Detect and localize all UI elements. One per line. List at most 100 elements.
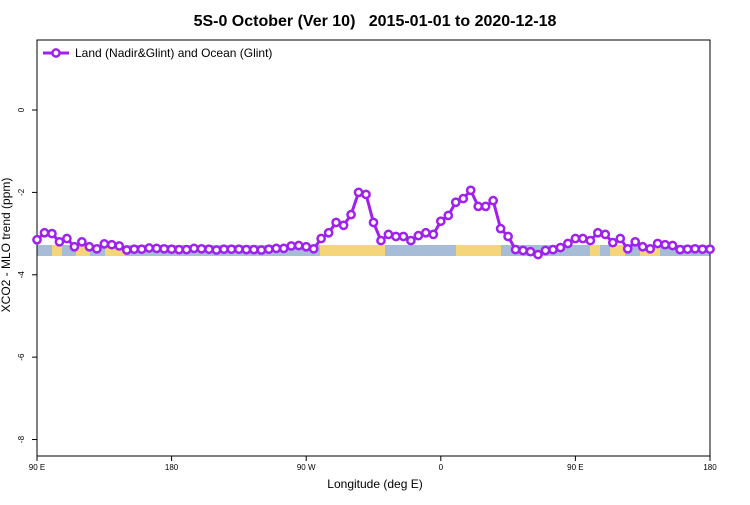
data-point (77, 236, 87, 247)
data-point (99, 239, 110, 249)
data-point (652, 238, 663, 249)
data-point (331, 217, 341, 228)
data-point (667, 240, 678, 251)
x-tick-label: 180 (165, 463, 179, 472)
data-point (204, 244, 214, 255)
data-point (234, 244, 244, 255)
y-tick-label: 0 (17, 107, 26, 112)
data-point (697, 244, 708, 255)
land-band (456, 245, 501, 256)
data-point (585, 235, 596, 246)
data-point (91, 243, 102, 254)
y-tick-label: -2 (17, 188, 26, 196)
data-point (622, 243, 633, 254)
x-axis-label: Longitude (deg E) (327, 477, 422, 491)
data-point (503, 231, 513, 242)
data-point (211, 245, 222, 255)
data-point (413, 230, 424, 241)
data-point (548, 244, 558, 255)
x-tick-label: 90 E (567, 463, 583, 472)
data-point (196, 243, 207, 254)
data-point (570, 233, 581, 244)
data-point (338, 220, 349, 231)
data-point (219, 244, 229, 255)
y-tick-label: -8 (17, 435, 26, 443)
data-point (263, 244, 274, 255)
data-point (675, 244, 685, 255)
data-point (144, 243, 155, 253)
data-point (278, 243, 289, 254)
data-point (690, 243, 700, 254)
data-point (383, 229, 394, 240)
data-point (39, 227, 50, 238)
data-point (151, 243, 162, 254)
data-point (607, 237, 618, 248)
y-axis-label: XCO2 - MLO trend (ppm) (0, 178, 13, 313)
data-point (226, 244, 237, 255)
x-tick-label: 90 E (29, 463, 45, 472)
data-point (241, 244, 252, 255)
data-point (592, 227, 603, 238)
data-point (54, 236, 65, 247)
data-point (420, 227, 431, 238)
data-point (488, 195, 498, 206)
y-tick-label: -4 (17, 271, 26, 279)
data-point (615, 233, 626, 244)
land-band (105, 245, 125, 256)
legend-marker (51, 48, 61, 58)
data-point (159, 243, 169, 254)
data-point (495, 223, 506, 234)
data-point (293, 240, 304, 251)
data-point (166, 244, 177, 255)
land-band (610, 245, 625, 256)
data-point (458, 193, 469, 204)
data-point (578, 233, 588, 244)
data-point (189, 243, 199, 254)
data-point (600, 229, 611, 240)
y-tick-label: -6 (17, 353, 26, 361)
data-point (84, 241, 95, 252)
data-point (518, 245, 528, 256)
data-point (637, 241, 648, 252)
data-point (62, 233, 72, 244)
data-point (353, 187, 364, 198)
data-point (660, 239, 670, 250)
data-point (121, 245, 132, 255)
data-point (346, 209, 356, 220)
data-point (428, 229, 439, 240)
data-point (271, 243, 282, 254)
data-point (129, 244, 140, 255)
data-point (443, 210, 454, 221)
data-point (361, 189, 371, 200)
data-point (286, 241, 297, 251)
data-point (368, 217, 379, 228)
data-point (480, 201, 491, 212)
data-point (106, 239, 117, 250)
land-band (590, 245, 600, 256)
data-point (174, 244, 184, 255)
chart-title: 5S-0 October (Ver 10) 2015-01-01 to 2020… (194, 13, 557, 30)
data-point (473, 201, 484, 212)
data-point (450, 197, 461, 208)
data-point (308, 243, 319, 254)
data-point (435, 216, 446, 227)
data-point (682, 244, 693, 255)
data-point (301, 241, 312, 252)
data-point (406, 235, 416, 246)
land-band (52, 245, 62, 256)
data-point (510, 244, 521, 255)
data-point (114, 241, 125, 251)
data-point (525, 246, 536, 257)
data-point (555, 242, 566, 253)
data-point (249, 244, 259, 255)
data-point (533, 249, 543, 260)
data-point (630, 236, 641, 247)
data-point (563, 238, 573, 249)
x-tick-label: 0 (439, 463, 444, 472)
data-point (705, 244, 715, 255)
data-point (69, 241, 80, 252)
x-tick-label: 90 W (297, 463, 316, 472)
data-point (465, 185, 476, 196)
land-band (76, 245, 90, 256)
